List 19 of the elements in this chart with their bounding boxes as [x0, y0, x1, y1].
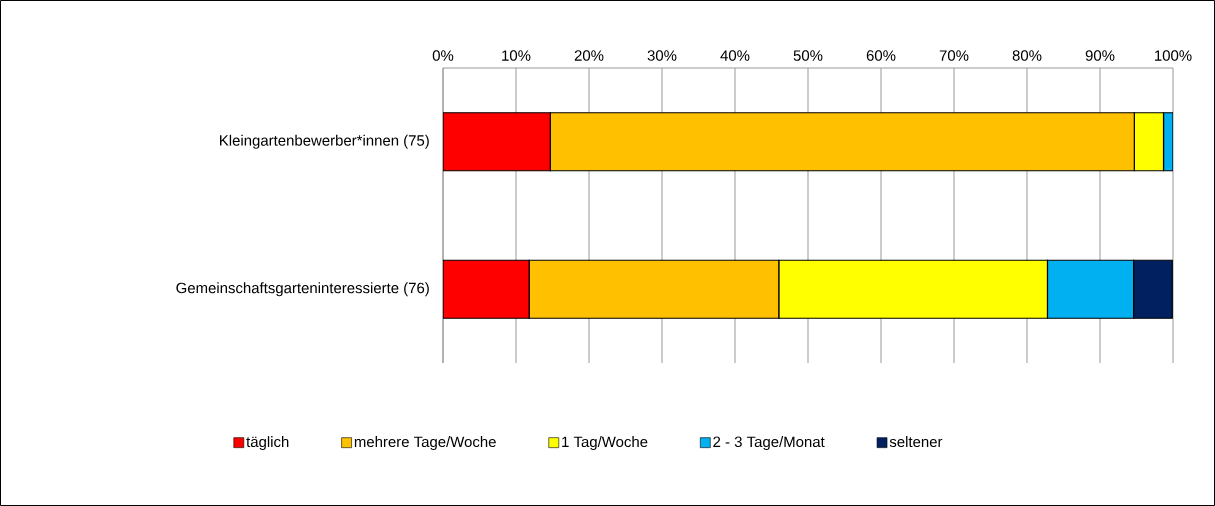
x-tick-label: 90%	[1085, 50, 1115, 61]
legend-label: 1 Tag/Woche	[562, 436, 648, 451]
y-tick-label: Gemeinschaftsgarteninteressierte (76)	[176, 282, 429, 297]
x-tick-label: 70%	[939, 50, 969, 61]
x-tick-label: 80%	[1012, 50, 1042, 61]
legend-label: täglich	[246, 436, 289, 451]
x-tick-label: 30%	[647, 50, 677, 61]
x-tick-label: 60%	[866, 50, 896, 61]
x-tick-label: 20%	[574, 50, 604, 61]
legend-label: seltener	[889, 436, 943, 448]
y-tick-label: Kleingartenbewerber*innen (75)	[220, 134, 429, 149]
bar	[1046, 259, 1135, 319]
legend-label: 2 - 3 Tage/Monat	[713, 436, 825, 451]
x-tick-label: 0%	[432, 50, 454, 61]
x-tick-label: 50%	[793, 50, 823, 61]
x-tick-label: 40%	[720, 50, 750, 61]
x-tick-label: 100%	[1155, 50, 1192, 61]
x-tick-label: 10%	[502, 50, 531, 61]
legend-label: mehrere Tage/Woche	[354, 436, 496, 451]
